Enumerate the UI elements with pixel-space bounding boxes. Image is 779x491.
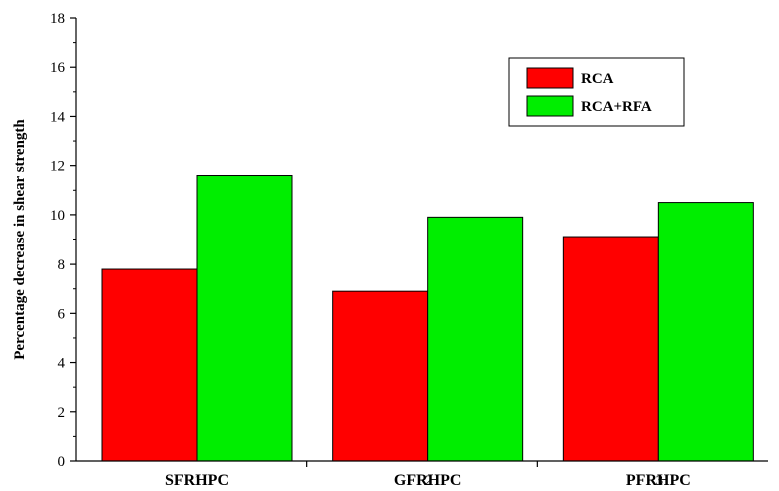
- x-category-number: 3: [656, 473, 664, 489]
- y-tick-label: 0: [58, 454, 66, 470]
- y-tick-label: 10: [50, 208, 65, 224]
- bar-rca-rfa-gfrhpc: [427, 216, 524, 462]
- y-tick-label: 2: [58, 405, 66, 421]
- y-tick-label: 14: [50, 109, 66, 125]
- legend-swatch: [526, 67, 574, 89]
- bar-rca-rfa-pfrhpc: [657, 202, 754, 462]
- y-tick-label: 16: [50, 60, 66, 76]
- legend-label: RCA+RFA: [581, 99, 652, 115]
- bar-rca-pfrhpc: [562, 236, 659, 462]
- legend: RCA RCA+RFA: [508, 57, 685, 127]
- y-tick-label: 4: [58, 356, 66, 372]
- legend-swatch: [526, 95, 574, 117]
- y-tick-label: 12: [50, 159, 65, 175]
- bar-rca-sfrhpc: [101, 268, 198, 462]
- bar-rca-rfa-sfrhpc: [196, 175, 293, 462]
- y-tick-label: 8: [58, 257, 66, 273]
- bars-group: [101, 175, 754, 462]
- x-category-label: SFRHPC: [165, 472, 229, 489]
- legend-label: RCA: [581, 71, 614, 87]
- x-category-number: 2: [425, 473, 433, 489]
- bar-rca-gfrhpc: [332, 290, 429, 462]
- x-category-number: 1: [194, 473, 202, 489]
- y-ticks-group: 0 2 4 6 8 10 12 14 16 18: [50, 11, 76, 470]
- y-axis-title: Percentage decrease in shear strength: [12, 119, 28, 360]
- x-category-label: PFRHPC: [626, 472, 691, 489]
- x-category-label: GFRHPC: [394, 472, 462, 489]
- y-tick-label: 18: [50, 11, 65, 27]
- y-tick-label: 6: [58, 306, 66, 322]
